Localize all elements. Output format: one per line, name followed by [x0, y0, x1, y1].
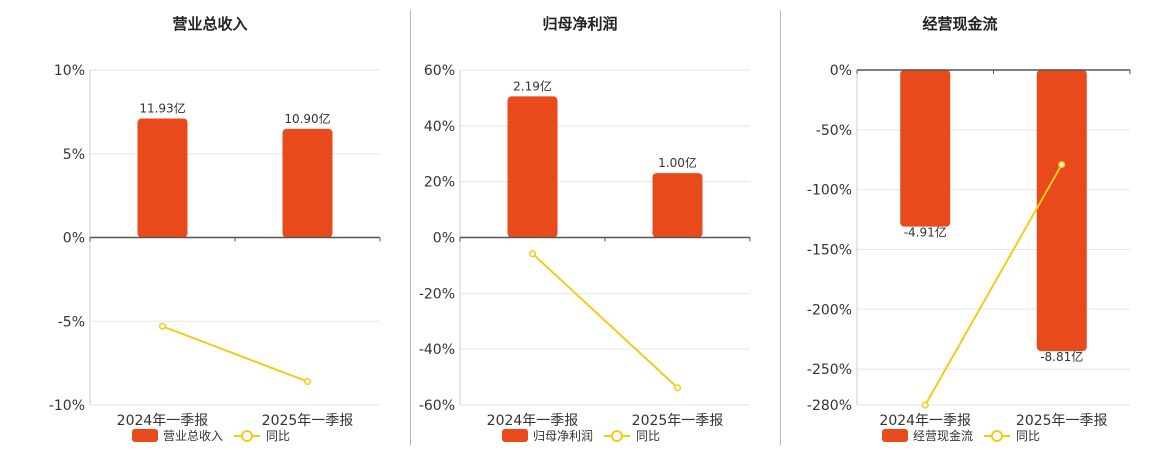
yoy-point [158, 322, 167, 330]
legend-label: 归母净利润 [533, 429, 593, 443]
y-tick-label: -100% [807, 183, 852, 199]
yoy-line [531, 252, 679, 389]
y-tick-label: -280% [807, 398, 852, 414]
yoy-point [921, 401, 929, 409]
bar [507, 96, 558, 238]
y-tick-label: -200% [807, 302, 852, 318]
y-tick-label: 40% [424, 119, 455, 135]
y-tick-label: -40% [419, 342, 455, 358]
yoy-point [528, 250, 537, 258]
yoy-point [673, 384, 682, 392]
bar-data-label: 10.90亿 [284, 111, 330, 126]
yoy-point [1058, 160, 1066, 169]
x-tick-label: 2024年一季报 [879, 413, 971, 429]
y-tick-label: -60% [419, 398, 455, 414]
chart-title: 经营现金流 [922, 15, 997, 33]
y-tick-label: 0% [433, 231, 455, 247]
yoy-line [162, 325, 308, 383]
y-tick-label: -250% [807, 362, 852, 378]
x-tick-label: 2025年一季报 [262, 413, 354, 429]
legend-label: 营业总收入 [163, 429, 223, 443]
y-tick-label: -5% [58, 314, 85, 330]
y-tick-label: 20% [424, 175, 455, 191]
bar-data-label: 11.93亿 [139, 101, 185, 116]
x-tick-label: 2024年一季报 [487, 413, 579, 429]
chart-title: 归母净利润 [542, 15, 617, 33]
bar-data-label: 2.19亿 [513, 78, 552, 93]
legend-label: 同比 [266, 429, 290, 443]
x-tick-label: 2025年一季报 [632, 413, 724, 429]
bar [282, 128, 333, 238]
legend-swatch-point [611, 430, 623, 442]
bar-data-label: -8.81亿 [1040, 349, 1083, 364]
legend-label: 同比 [1016, 429, 1040, 443]
legend-label: 经营现金流 [913, 428, 973, 443]
bar [652, 173, 703, 238]
legend-swatch-bar [132, 429, 158, 442]
y-tick-label: 5% [63, 147, 85, 163]
y-tick-label: 0% [830, 63, 852, 79]
yoy-line [924, 164, 1063, 406]
bar-data-label: 1.00亿 [658, 155, 697, 170]
bar-data-label: -4.91亿 [904, 225, 947, 240]
panel-divider [780, 10, 781, 445]
x-tick-label: 2025年一季报 [1016, 413, 1108, 429]
y-tick-label: -10% [49, 398, 85, 414]
legend-swatch-point [991, 430, 1003, 442]
legend-swatch-point [241, 430, 253, 442]
chart-title: 营业总收入 [172, 15, 247, 33]
panel-divider [410, 10, 411, 445]
y-tick-label: -50% [816, 123, 852, 139]
bar [1036, 70, 1087, 352]
legend-swatch-bar [502, 429, 528, 442]
bar [137, 118, 188, 238]
y-tick-label: 0% [63, 231, 85, 247]
y-tick-label: -20% [419, 286, 455, 302]
legend-swatch-bar [882, 429, 908, 442]
bar [900, 70, 951, 227]
y-tick-label: 60% [424, 63, 455, 79]
x-tick-label: 2024年一季报 [117, 413, 209, 429]
y-tick-label: 10% [54, 63, 85, 79]
y-tick-label: -150% [807, 242, 852, 258]
legend-label: 同比 [636, 429, 660, 443]
yoy-point [303, 378, 312, 386]
